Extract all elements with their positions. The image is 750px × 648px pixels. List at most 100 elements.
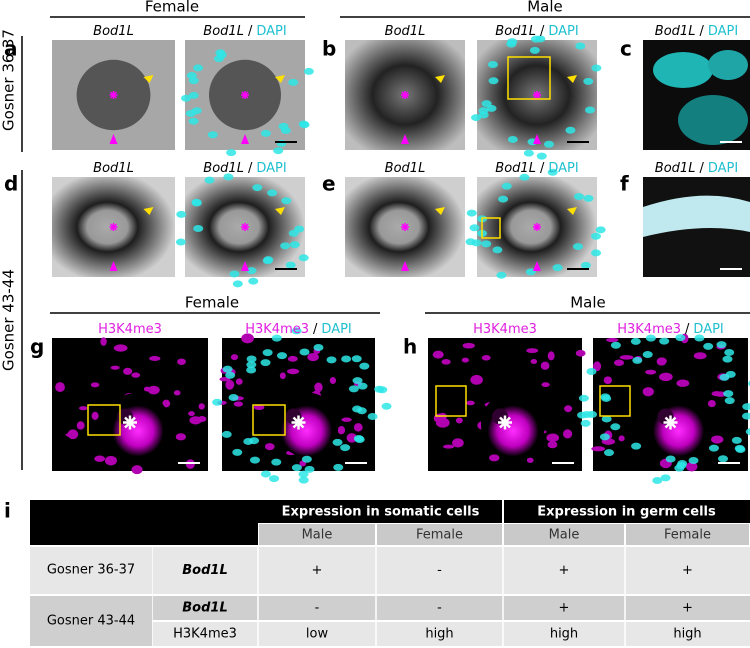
dapi-nucleus [465,238,476,246]
nucleus [94,455,106,462]
nucleus [489,454,500,462]
separator: / [313,322,318,337]
group-header: Male [570,294,606,312]
marker-name: Bod1L [495,161,536,176]
asterisk [123,415,137,430]
marker-name: Bod1L [93,24,134,39]
dapi-nucleus [703,342,714,350]
stage-label: Gosner 36-37 [0,29,18,131]
oocyte [481,392,545,457]
nucleus [198,403,205,410]
dapi-nucleus [232,280,243,288]
dapi-nucleus [262,349,273,357]
table-cell: low [306,627,329,642]
nucleus [91,411,99,420]
marker-name: Bod1L [93,161,134,176]
dapi-nucleus [291,464,302,472]
nucleus [707,399,716,408]
arrow [435,75,445,83]
dapi-nucleus [659,337,670,345]
dapi-nucleus [280,242,291,250]
nucleus [715,391,727,397]
dapi-nucleus [298,254,309,262]
dapi-nucleus [285,261,296,269]
dapi-nucleus [678,95,748,145]
marker-name: Bod1L [203,24,244,39]
table-subheader-bg [626,524,749,545]
table-subheader: Female [416,528,463,543]
dapi-nucleus [581,411,592,419]
table-stage: Gosner 43-44 [47,614,135,629]
dapi-nucleus [591,249,602,257]
nucleus [603,376,613,385]
dapi-nucleus [175,238,186,246]
micrograph [181,40,314,157]
panel-letter: d [4,172,18,196]
counterstain: DAPI [708,161,738,176]
image-caption: Bod1L [93,161,134,176]
table-marker: Bod1L [182,601,227,616]
nucleus [177,358,186,365]
nucleus [645,369,657,375]
nucleus [287,355,298,362]
nucleus [353,423,363,432]
panel-letter: h [403,335,417,359]
micrograph [212,327,392,484]
dapi-nucleus [492,246,503,254]
dapi-nucleus [332,438,343,446]
nucleus [441,359,451,365]
image-caption: Bod1L [385,161,426,176]
arrow [275,207,285,215]
arrow [401,261,409,271]
dapi-nucleus [501,182,512,190]
nucleus [564,405,573,413]
dapi-nucleus [246,361,257,369]
dapi-nucleus [603,449,614,457]
counterstain: DAPI [256,161,286,176]
image-caption: H3K4me3 /DAPI [245,322,352,337]
dapi-nucleus [716,341,727,349]
dapi-nucleus [572,243,583,251]
dapi-nucleus [708,444,719,452]
asterisk [401,91,409,99]
group-header: Male [527,0,563,16]
dapi-nucleus [333,463,344,471]
dapi-nucleus [519,173,530,181]
panel-letter: b [322,37,336,61]
nucleus [593,361,602,372]
inset-box [481,217,501,239]
nucleus [466,400,475,406]
nucleus [100,337,107,346]
dapi-nucleus [645,334,656,342]
dapi-band [643,195,750,237]
dapi-nucleus [222,365,233,373]
dapi-nucleus [543,140,554,148]
oocyte [646,392,711,457]
micrograph [577,333,750,484]
nucleus [149,355,161,362]
arrow [143,75,154,83]
micrograph [345,40,465,150]
nucleus [104,455,117,466]
dapi-nucleus [207,131,218,139]
dapi-nucleus [481,100,492,108]
dapi-nucleus [357,382,368,390]
asterisk [241,223,249,231]
oocyte [106,392,170,457]
micrograph [175,173,309,288]
dapi-nucleus [298,470,309,478]
dapi-nucleus [276,139,287,147]
dapi-nucleus [204,176,215,184]
dapi-nucleus [221,430,232,438]
dapi-nucleus [351,355,362,363]
dapi-nucleus [260,470,271,478]
nucleus [185,459,195,469]
nucleus [337,425,346,435]
dapi-nucleus [578,394,589,402]
table-row-bg [152,547,750,594]
table-cell: - [315,601,320,616]
arrow [533,134,541,144]
table-cell: + [312,563,323,578]
inset-box [599,385,631,417]
panel-letter: c [620,37,632,61]
